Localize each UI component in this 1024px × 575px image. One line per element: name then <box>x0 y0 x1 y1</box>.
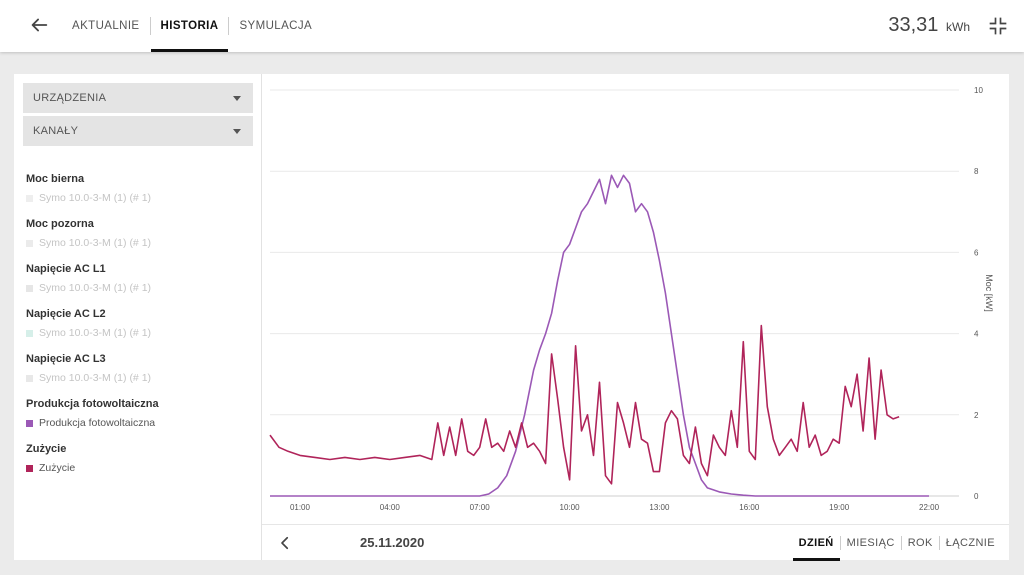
legend-swatch <box>26 329 33 337</box>
devices-dropdown[interactable]: URZĄDZENIA <box>23 83 253 113</box>
channel-item-label: Symo 10.0-3-M (1) (# 1) <box>39 237 152 249</box>
chevron-left-icon[interactable] <box>276 534 294 552</box>
channel-group-title: Zużycie <box>26 443 67 455</box>
selected-date: 25.11.2020 <box>360 535 425 550</box>
period-divider <box>839 536 841 550</box>
period-year[interactable]: ROK <box>907 537 933 549</box>
y-tick-label: 10 <box>974 86 983 95</box>
legend-swatch <box>26 239 33 247</box>
legend-swatch <box>26 284 33 292</box>
channel-group-title: Moc bierna <box>26 173 85 185</box>
power-chart-svg: 0 2 4 6 8 10 01:00 04:00 07:00 10:00 13:00 16:00 19:… <box>269 86 994 512</box>
channel-item[interactable]: Symo 10.0-3-M (1) (# 1) <box>26 236 256 250</box>
period-month[interactable]: MIESIĄC <box>846 537 895 549</box>
channel-item-label: Symo 10.0-3-M (1) (# 1) <box>39 192 152 204</box>
channel-item[interactable]: Symo 10.0-3-M (1) (# 1) <box>26 191 256 205</box>
x-tick-label: 19:00 <box>829 503 850 512</box>
channel-item-label: Produkcja fotowoltaiczna <box>39 417 156 429</box>
channel-group-title: Napięcie AC L3 <box>26 353 106 365</box>
channel-group-title: Produkcja fotowoltaiczna <box>26 398 159 410</box>
channels-dropdown[interactable]: KANAŁY <box>23 116 253 146</box>
y-tick-label: 6 <box>974 248 979 257</box>
tab-symulacja[interactable]: SYMULACJA <box>239 20 313 32</box>
x-tick-label: 07:00 <box>470 503 491 512</box>
channel-item[interactable]: Zużycie <box>26 461 256 475</box>
channel-group-voltage-l3: Napięcie AC L3 Symo 10.0-3-M (1) (# 1) <box>26 352 256 397</box>
x-tick-label: 04:00 <box>380 503 401 512</box>
channel-item-label: Symo 10.0-3-M (1) (# 1) <box>39 372 152 384</box>
devices-dropdown-label: URZĄDZENIA <box>33 92 107 104</box>
period-total[interactable]: ŁĄCZNIE <box>945 537 995 549</box>
history-panel: URZĄDZENIA KANAŁY Moc bierna Symo 10.0-3… <box>14 74 1009 561</box>
channel-item-label: Zużycie <box>39 462 76 474</box>
y-tick-label: 2 <box>974 411 979 420</box>
x-tick-label: 01:00 <box>290 503 311 512</box>
channel-group-consumption: Zużycie Zużycie <box>26 442 256 487</box>
channel-item[interactable]: Symo 10.0-3-M (1) (# 1) <box>26 281 256 295</box>
channel-sidebar: URZĄDZENIA KANAŁY Moc bierna Symo 10.0-3… <box>14 74 262 560</box>
collapse-icon[interactable] <box>988 16 1008 36</box>
channel-groups: Moc bierna Symo 10.0-3-M (1) (# 1) Moc p… <box>26 172 256 487</box>
x-tick-label: 10:00 <box>560 503 581 512</box>
x-tick-label: 16:00 <box>739 503 760 512</box>
channel-group-reactive-power: Moc bierna Symo 10.0-3-M (1) (# 1) <box>26 172 256 217</box>
channel-group-title: Napięcie AC L2 <box>26 308 106 320</box>
channels-dropdown-label: KANAŁY <box>33 125 79 137</box>
tab-divider <box>228 17 230 35</box>
channel-group-apparent-power: Moc pozorna Symo 10.0-3-M (1) (# 1) <box>26 217 256 262</box>
legend-swatch <box>26 194 33 202</box>
energy-value: 33,31 <box>888 14 939 36</box>
energy-total: 33,31 kWh <box>888 14 970 37</box>
channel-group-pv-production: Produkcja fotowoltaiczna Produkcja fotow… <box>26 397 256 442</box>
y-tick-label: 8 <box>974 167 979 176</box>
period-divider <box>900 536 902 550</box>
channel-group-voltage-l2: Napięcie AC L2 Symo 10.0-3-M (1) (# 1) <box>26 307 256 352</box>
top-bar: AKTUALNIE HISTORIA SYMULACJA 33,31 kWh <box>0 0 1024 52</box>
channel-item[interactable]: Symo 10.0-3-M (1) (# 1) <box>26 371 256 385</box>
channel-item[interactable]: Produkcja fotowoltaiczna <box>26 416 256 430</box>
channel-group-voltage-l1: Napięcie AC L1 Symo 10.0-3-M (1) (# 1) <box>26 262 256 307</box>
y-axis-label: Moc [kW] <box>984 274 994 312</box>
chart-footer: 25.11.2020 DZIEŃ MIESIĄC ROK ŁĄCZNIE <box>262 524 1009 561</box>
tab-historia[interactable]: HISTORIA <box>150 0 229 52</box>
energy-unit: kWh <box>946 20 970 34</box>
y-tick-label: 0 <box>974 492 979 501</box>
x-tick-label: 13:00 <box>649 503 670 512</box>
series-line-pv-production <box>270 174 929 497</box>
channel-item-label: Symo 10.0-3-M (1) (# 1) <box>39 282 152 294</box>
legend-swatch <box>26 464 33 472</box>
channel-item-label: Symo 10.0-3-M (1) (# 1) <box>39 327 152 339</box>
channel-item[interactable]: Symo 10.0-3-M (1) (# 1) <box>26 326 256 340</box>
legend-swatch <box>26 419 33 427</box>
y-tick-label: 4 <box>974 330 979 339</box>
arrow-left-icon[interactable] <box>28 14 50 36</box>
x-tick-label: 22:00 <box>919 503 940 512</box>
channel-group-title: Moc pozorna <box>26 218 94 230</box>
period-tabs: DZIEŃ MIESIĄC ROK ŁĄCZNIE <box>792 525 1001 561</box>
tab-aktualnie[interactable]: AKTUALNIE <box>72 20 140 32</box>
series-line-consumption <box>269 324 900 485</box>
channel-group-title: Napięcie AC L1 <box>26 263 106 275</box>
legend-swatch <box>26 374 33 382</box>
caret-down-icon <box>233 129 241 134</box>
power-chart: 0 2 4 6 8 10 01:00 04:00 07:00 10:00 13:00 16:00 19:… <box>262 74 1009 560</box>
view-tabs: AKTUALNIE HISTORIA SYMULACJA <box>62 0 322 52</box>
caret-down-icon <box>233 96 241 101</box>
period-day[interactable]: DZIEŃ <box>792 525 840 561</box>
tab-divider <box>149 17 151 35</box>
period-divider <box>938 536 940 550</box>
